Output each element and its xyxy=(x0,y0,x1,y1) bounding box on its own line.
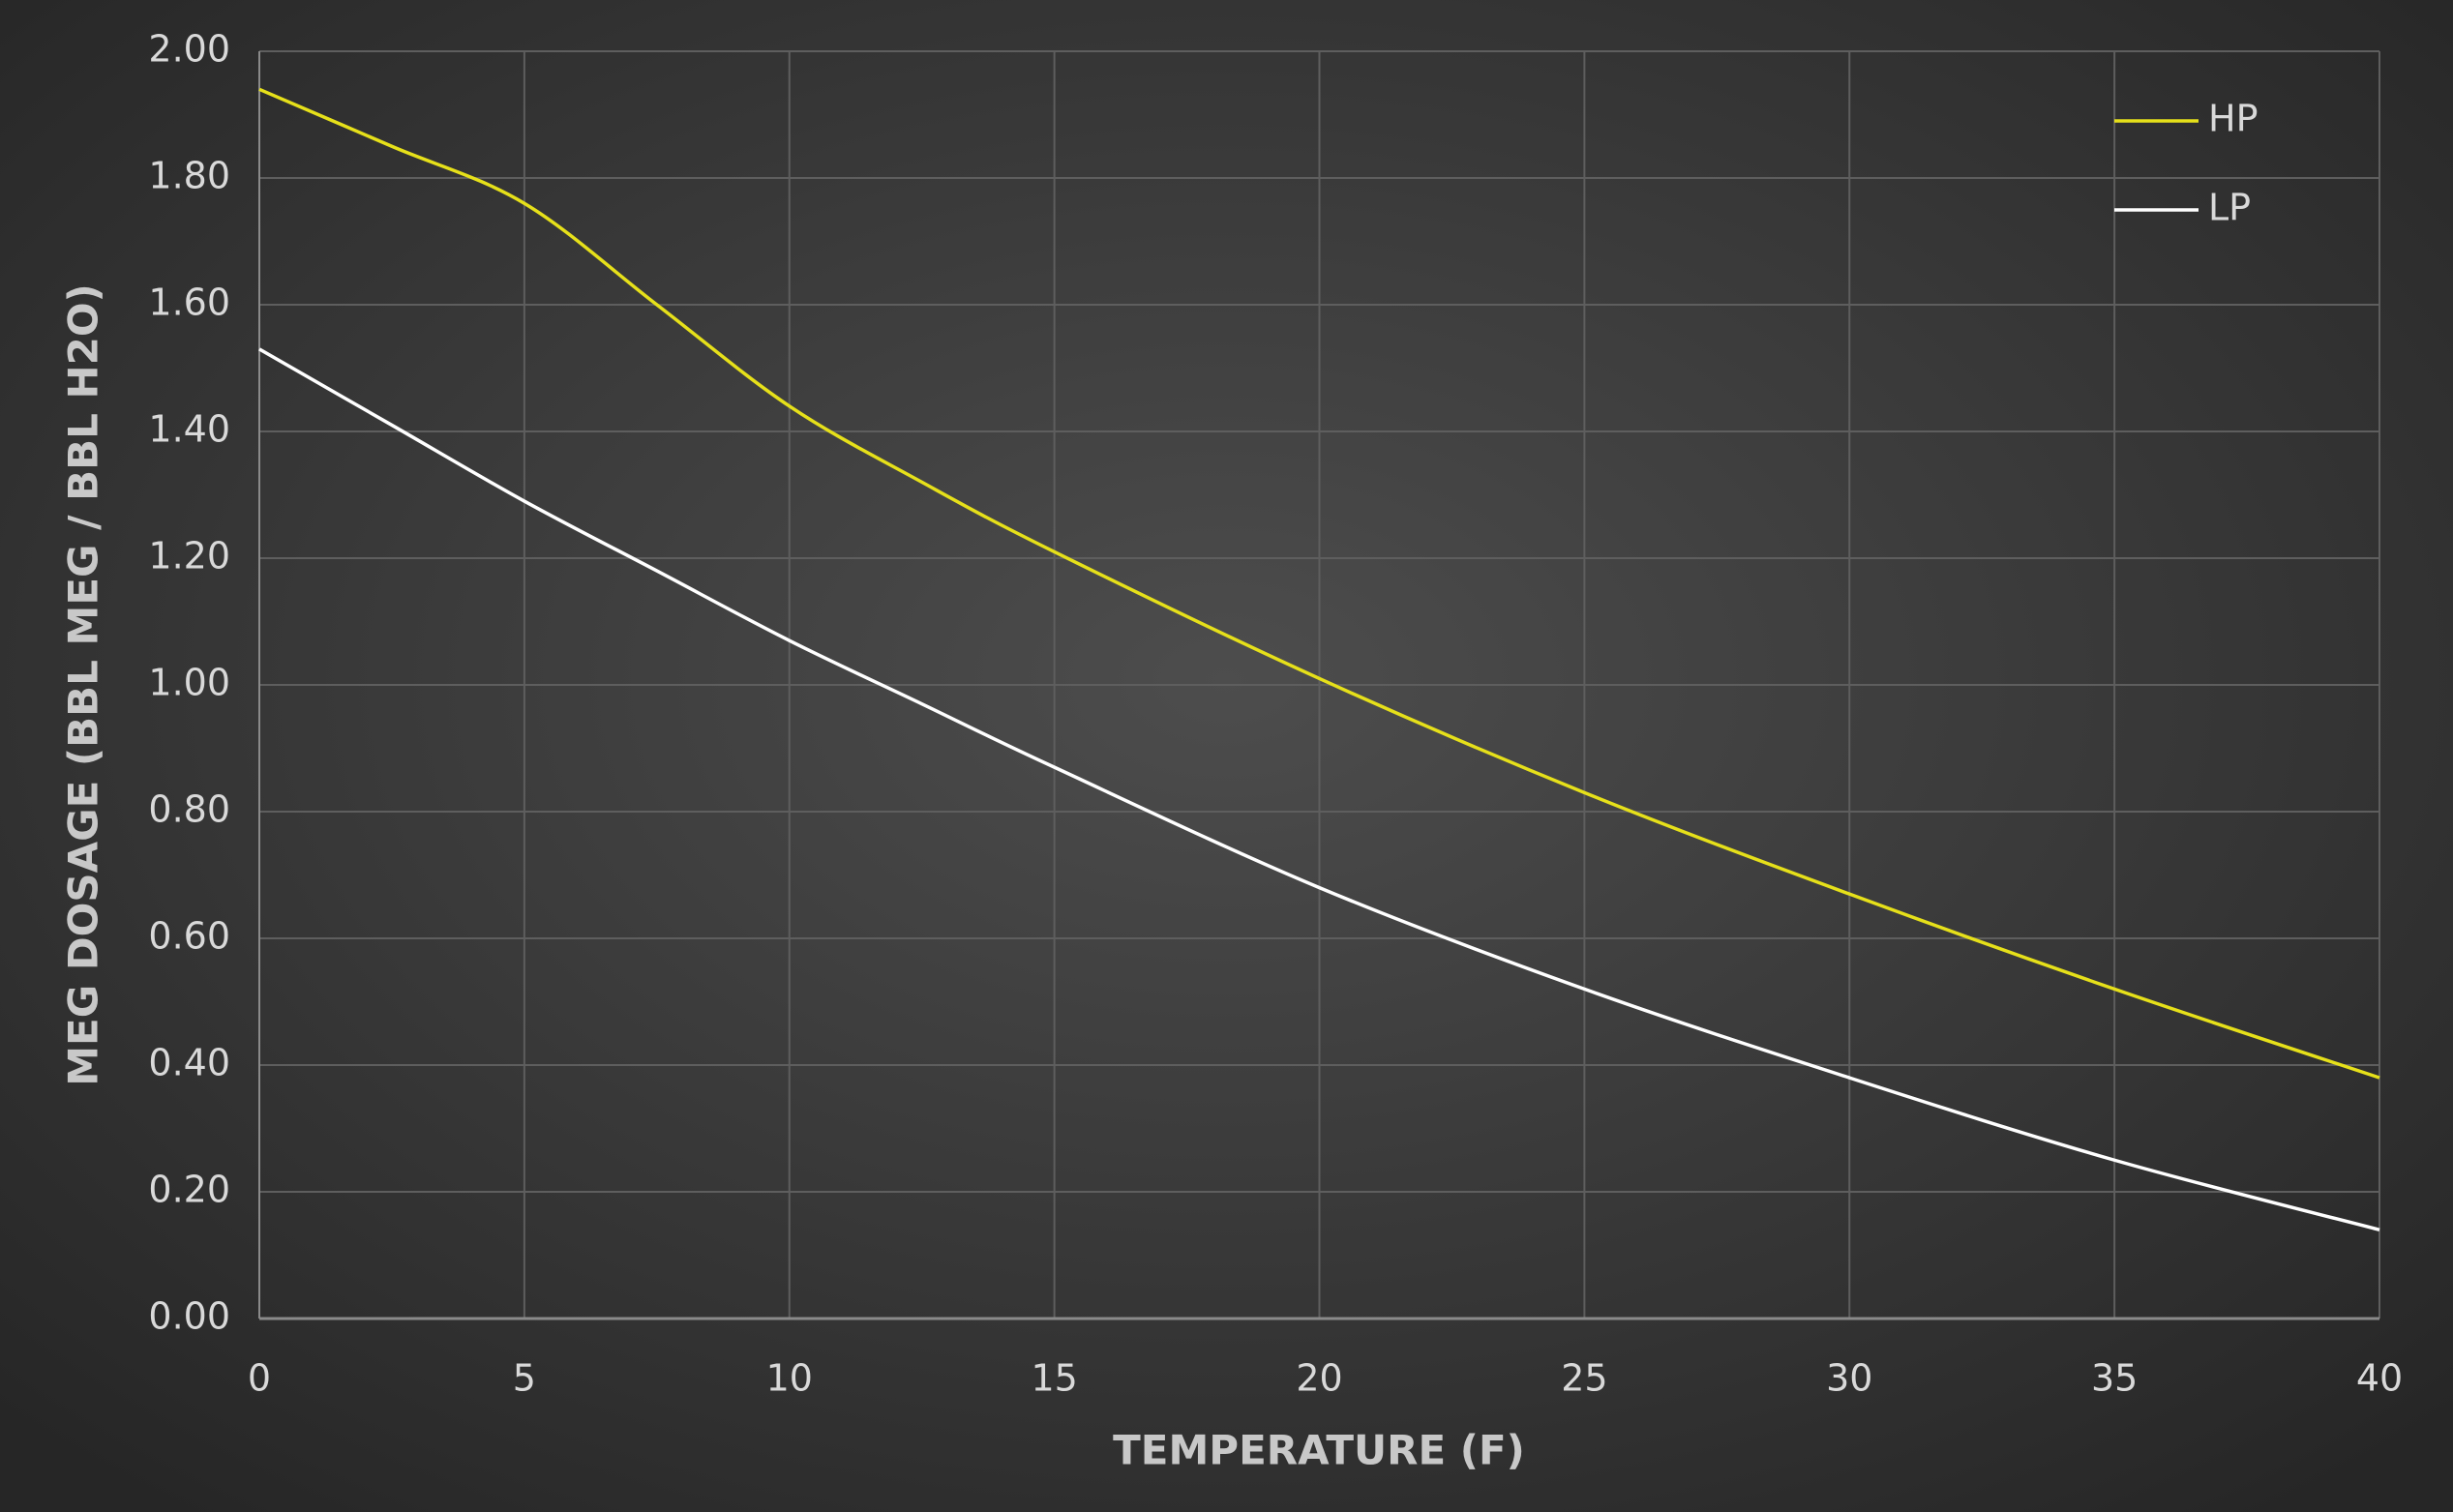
x-tick-label: 10 xyxy=(766,1357,813,1400)
x-tick-label: 5 xyxy=(513,1357,536,1400)
x-tick-label: 40 xyxy=(2356,1357,2403,1400)
y-tick-label: 0.00 xyxy=(148,1295,230,1338)
x-tick-label: 25 xyxy=(1561,1357,1607,1400)
x-tick-label: 15 xyxy=(1031,1357,1077,1400)
y-axis-title: MEG DOSAGE (BBL MEG / BBL H2O) xyxy=(60,283,107,1086)
x-tick-label: 30 xyxy=(1826,1357,1872,1400)
y-tick-label: 0.80 xyxy=(148,788,230,831)
y-tick-label: 1.60 xyxy=(148,282,230,324)
y-tick-label: 1.00 xyxy=(148,662,230,704)
x-tick-label: 35 xyxy=(2091,1357,2138,1400)
legend-label: LP xyxy=(2208,187,2251,229)
series-line xyxy=(258,87,2380,1080)
x-tick-label: 0 xyxy=(248,1357,271,1400)
y-tick-label: 1.20 xyxy=(148,535,230,578)
legend-label: HP xyxy=(2208,98,2259,140)
y-tick-label: 0.40 xyxy=(148,1042,230,1084)
y-tick-label: 2.00 xyxy=(148,28,230,71)
y-tick-label: 0.20 xyxy=(148,1169,230,1211)
x-tick-label: 20 xyxy=(1296,1357,1342,1400)
y-tick-label: 1.40 xyxy=(148,408,230,451)
series-line xyxy=(258,347,2380,1231)
y-tick-label: 1.80 xyxy=(148,155,230,197)
x-axis-title: TEMPERATURE (F) xyxy=(1113,1427,1525,1474)
y-tick-label: 0.60 xyxy=(148,915,230,958)
